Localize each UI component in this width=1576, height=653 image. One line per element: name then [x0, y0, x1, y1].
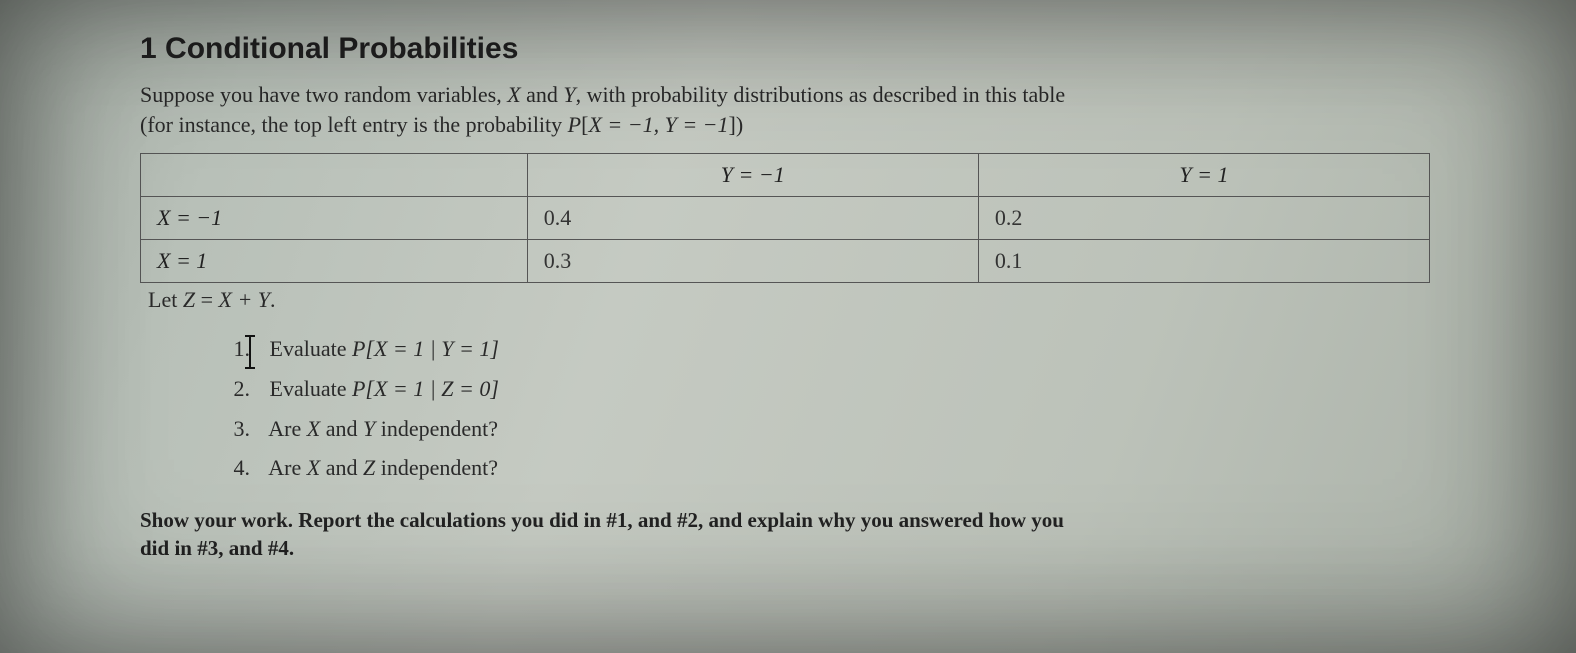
- q4-suffix: independent?: [375, 455, 498, 480]
- q3-mid: and: [320, 416, 363, 441]
- section-title-text: Conditional Probabilities: [165, 32, 518, 65]
- table-corner-cell: [141, 154, 528, 197]
- table-row: X = −1 0.4 0.2: [141, 197, 1430, 240]
- cell-1-1: 0.1: [978, 240, 1429, 283]
- table-header-row: Y = −1 Y = 1: [141, 154, 1430, 197]
- let-prefix: Let: [148, 287, 183, 312]
- footer-line2: did in #3, and #4.: [140, 536, 294, 560]
- row-header-2-text: X = 1: [157, 248, 207, 273]
- col-header-1-text: Y = −1: [721, 162, 785, 187]
- q3-num: 3.: [220, 409, 250, 449]
- q3-prefix: Are: [268, 416, 306, 441]
- footer-line1: Show your work. Report the calculations …: [140, 508, 1064, 532]
- q2-prefix: Evaluate: [270, 376, 352, 401]
- q4-num: 4.: [220, 448, 250, 488]
- cell-0-1: 0.2: [978, 197, 1429, 240]
- q1-num: 1.: [220, 329, 250, 369]
- q1-math: P[X = 1 | Y = 1]: [352, 336, 499, 361]
- cell-1-0: 0.3: [527, 240, 978, 283]
- var-x: X: [507, 82, 520, 107]
- let-z-line: Let Z = X + Y.: [148, 287, 1456, 313]
- section-title: 1 Conditional Probabilities: [140, 32, 1456, 66]
- q3-y: Y: [363, 416, 375, 441]
- prob-body: X = −1, Y = −1: [588, 112, 728, 137]
- let-suffix: .: [270, 287, 276, 312]
- col-header-2-text: Y = 1: [1179, 162, 1228, 187]
- prob-close: ]: [729, 112, 736, 137]
- q2-math: P[X = 1 | Z = 0]: [352, 376, 499, 401]
- probability-table: Y = −1 Y = 1 X = −1 0.4 0.2 X = 1 0.3 0.…: [140, 153, 1430, 283]
- footer-instructions: Show your work. Report the calculations …: [140, 506, 1456, 563]
- let-rhs: X + Y: [219, 287, 271, 312]
- q4-x: X: [307, 455, 320, 480]
- list-item: 1. Evaluate P[X = 1 | Y = 1]: [220, 329, 1456, 369]
- worksheet-page: 1 Conditional Probabilities Suppose you …: [0, 0, 1576, 582]
- var-y: Y: [563, 82, 575, 107]
- col-header-2: Y = 1: [978, 154, 1429, 197]
- q3-suffix: independent?: [375, 416, 498, 441]
- intro-line2-suffix: ): [736, 112, 743, 137]
- row-header-1-text: X = −1: [157, 205, 222, 230]
- table-row: X = 1 0.3 0.1: [141, 240, 1430, 283]
- q1-prefix: Evaluate: [270, 336, 352, 361]
- section-number: 1: [140, 32, 157, 65]
- intro-and: and: [521, 82, 564, 107]
- let-eq: =: [195, 287, 218, 312]
- intro-text: Suppose you have two random variables,: [140, 82, 507, 107]
- row-header-1: X = −1: [141, 197, 528, 240]
- cell-0-0: 0.4: [527, 197, 978, 240]
- list-item: 4. Are X and Z independent?: [220, 448, 1456, 488]
- question-list: 1. Evaluate P[X = 1 | Y = 1] 2. Evaluate…: [220, 329, 1456, 487]
- intro-paragraph: Suppose you have two random variables, X…: [140, 80, 1456, 139]
- q4-mid: and: [320, 455, 363, 480]
- prob-P: P: [568, 112, 581, 137]
- list-item: 2. Evaluate P[X = 1 | Z = 0]: [220, 369, 1456, 409]
- list-item: 3. Are X and Y independent?: [220, 409, 1456, 449]
- q4-prefix: Are: [268, 455, 306, 480]
- row-header-2: X = 1: [141, 240, 528, 283]
- q3-x: X: [307, 416, 320, 441]
- let-var: Z: [183, 287, 195, 312]
- intro-suffix1: , with probability distributions as desc…: [576, 82, 1065, 107]
- q2-num: 2.: [220, 369, 250, 409]
- intro-line2-prefix: (for instance, the top left entry is the…: [140, 112, 568, 137]
- col-header-1: Y = −1: [527, 154, 978, 197]
- q4-z: Z: [363, 455, 375, 480]
